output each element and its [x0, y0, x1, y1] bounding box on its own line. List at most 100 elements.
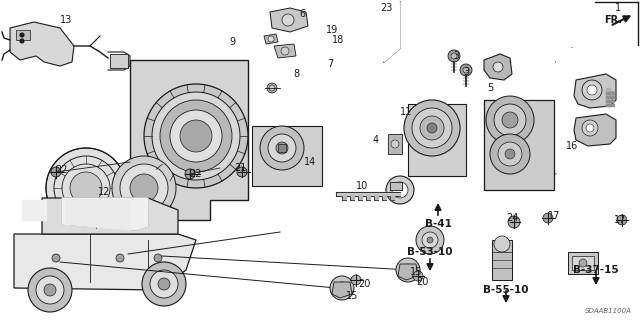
- Bar: [492, 240, 512, 280]
- Polygon shape: [22, 200, 46, 220]
- Polygon shape: [390, 182, 402, 190]
- Text: 17: 17: [548, 211, 560, 221]
- Bar: [556, 48, 634, 188]
- Polygon shape: [342, 196, 346, 200]
- Circle shape: [112, 156, 176, 220]
- Circle shape: [493, 62, 503, 72]
- Polygon shape: [264, 34, 278, 44]
- Circle shape: [451, 53, 457, 59]
- Circle shape: [237, 167, 247, 177]
- Text: 20: 20: [416, 277, 428, 287]
- Polygon shape: [270, 8, 308, 32]
- Text: 13: 13: [60, 15, 72, 25]
- Circle shape: [617, 215, 627, 225]
- Circle shape: [498, 142, 522, 166]
- Circle shape: [268, 36, 274, 42]
- Polygon shape: [606, 96, 614, 98]
- Circle shape: [20, 39, 24, 43]
- Polygon shape: [556, 48, 572, 62]
- Circle shape: [413, 271, 423, 281]
- Text: 15: 15: [410, 267, 422, 277]
- Bar: [248, 2, 360, 110]
- Polygon shape: [130, 60, 248, 220]
- Polygon shape: [574, 114, 616, 146]
- Bar: [388, 134, 402, 154]
- Circle shape: [276, 142, 288, 154]
- Circle shape: [490, 134, 530, 174]
- Bar: [484, 100, 554, 190]
- Circle shape: [412, 108, 452, 148]
- Text: 24: 24: [506, 213, 518, 223]
- Polygon shape: [484, 54, 512, 80]
- Polygon shape: [336, 192, 400, 196]
- Bar: [384, 2, 594, 232]
- Text: 14: 14: [304, 157, 316, 167]
- Text: 11: 11: [400, 107, 412, 117]
- Circle shape: [391, 140, 399, 148]
- Text: 12: 12: [98, 187, 110, 197]
- Circle shape: [260, 126, 304, 170]
- Text: 4: 4: [373, 135, 379, 145]
- Circle shape: [586, 124, 594, 132]
- Circle shape: [120, 164, 168, 212]
- Circle shape: [144, 84, 248, 188]
- Polygon shape: [350, 196, 354, 200]
- Text: 17: 17: [614, 215, 626, 225]
- Polygon shape: [384, 2, 400, 62]
- Polygon shape: [606, 100, 614, 102]
- Circle shape: [36, 276, 64, 304]
- Circle shape: [351, 275, 361, 285]
- Text: 19: 19: [326, 25, 338, 35]
- Text: 3: 3: [453, 51, 459, 61]
- Text: 5: 5: [487, 83, 493, 93]
- Bar: [480, 230, 556, 304]
- Text: 9: 9: [229, 37, 235, 47]
- Circle shape: [51, 167, 61, 177]
- Text: 7: 7: [327, 59, 333, 69]
- Polygon shape: [10, 22, 74, 66]
- Text: 18: 18: [332, 35, 344, 45]
- Text: SDAAB1100A: SDAAB1100A: [585, 308, 632, 314]
- Polygon shape: [390, 196, 394, 200]
- Circle shape: [150, 270, 178, 298]
- Polygon shape: [42, 198, 178, 234]
- Circle shape: [282, 14, 294, 26]
- Circle shape: [170, 110, 222, 162]
- Polygon shape: [606, 104, 614, 106]
- Circle shape: [20, 33, 24, 37]
- Circle shape: [460, 64, 472, 76]
- Bar: [110, 54, 128, 68]
- Circle shape: [269, 85, 275, 91]
- Circle shape: [502, 112, 518, 128]
- Polygon shape: [332, 282, 352, 298]
- Text: 16: 16: [566, 141, 578, 151]
- Circle shape: [160, 100, 232, 172]
- Circle shape: [386, 176, 414, 204]
- Circle shape: [416, 226, 444, 254]
- Text: 10: 10: [356, 181, 368, 191]
- Polygon shape: [66, 200, 130, 230]
- Text: 8: 8: [293, 69, 299, 79]
- Circle shape: [185, 169, 195, 179]
- Text: B-41: B-41: [424, 219, 451, 229]
- Bar: [392, 200, 480, 280]
- Circle shape: [396, 258, 420, 282]
- Circle shape: [404, 100, 460, 156]
- Bar: [252, 126, 322, 186]
- Circle shape: [582, 80, 602, 100]
- Text: B-55-10: B-55-10: [483, 285, 529, 295]
- Circle shape: [180, 120, 212, 152]
- Circle shape: [46, 148, 126, 228]
- Polygon shape: [398, 264, 418, 280]
- Text: 20: 20: [358, 279, 370, 289]
- Polygon shape: [606, 88, 610, 106]
- Polygon shape: [62, 198, 148, 230]
- Circle shape: [52, 254, 60, 262]
- Text: B-37-15: B-37-15: [573, 265, 619, 275]
- Circle shape: [268, 134, 296, 162]
- Polygon shape: [274, 44, 296, 58]
- Circle shape: [582, 120, 598, 136]
- Text: 15: 15: [346, 291, 358, 301]
- Circle shape: [281, 47, 289, 55]
- Text: 22: 22: [56, 165, 68, 175]
